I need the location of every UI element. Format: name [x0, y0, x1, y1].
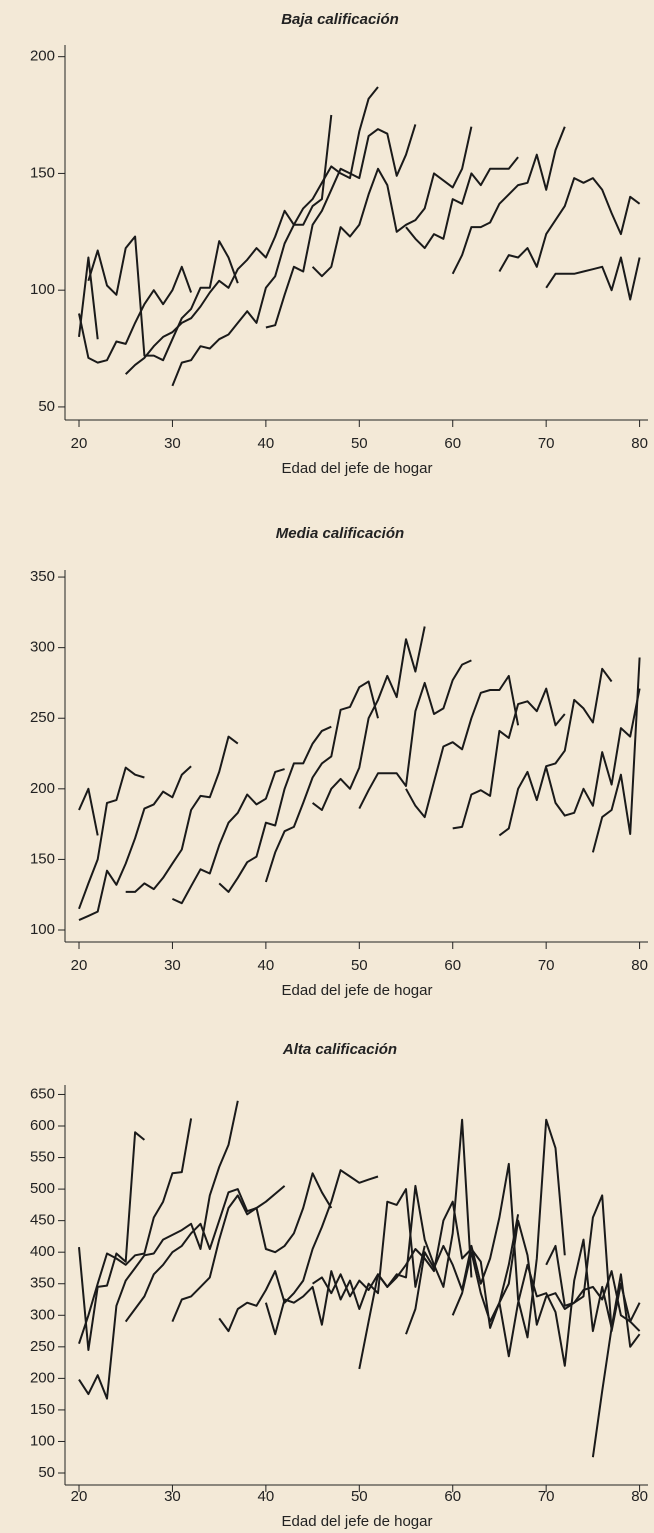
cohort-line: [545, 1244, 641, 1332]
y-tick-label: 200: [30, 48, 55, 65]
x-tick-label: 60: [444, 957, 461, 974]
cohort-line: [78, 765, 192, 922]
cohort-line: [498, 177, 641, 272]
y-tick-label: 150: [30, 850, 55, 867]
y-tick-label: 550: [30, 1149, 55, 1166]
y-tick-label: 450: [30, 1212, 55, 1229]
cohort-line: [171, 768, 285, 905]
y-tick-label: 50: [38, 398, 55, 415]
cohort-line: [171, 1172, 333, 1322]
cohort-line: [545, 256, 641, 301]
cohort-line: [78, 256, 99, 340]
cohort-line: [78, 787, 99, 836]
cohort-line: [498, 1194, 641, 1333]
cohort-line: [358, 659, 472, 810]
y-tick-label: 250: [30, 1338, 55, 1355]
y-tick-label: 300: [30, 639, 55, 656]
x-tick-label: 60: [444, 435, 461, 452]
cohort-line: [405, 1118, 566, 1339]
x-tick-label: 50: [351, 957, 368, 974]
y-tick-label: 150: [30, 1401, 55, 1418]
x-tick-label: 40: [258, 957, 275, 974]
x-tick-label: 30: [164, 957, 181, 974]
x-tick-label: 60: [444, 1488, 461, 1505]
cohort-line: [358, 1200, 520, 1370]
cohort-line: [264, 680, 379, 883]
cohort-line: [218, 725, 332, 893]
y-tick-label: 500: [30, 1180, 55, 1197]
cohort-line: [545, 688, 641, 817]
y-tick-label: 400: [30, 1243, 55, 1260]
cohort-line: [591, 1273, 641, 1458]
y-tick-label: 50: [38, 1464, 55, 1481]
y-tick-label: 350: [30, 1275, 55, 1292]
cohort-line: [311, 126, 473, 278]
y-tick-label: 100: [30, 1432, 55, 1449]
chart-title: Alta calificación: [282, 1041, 397, 1058]
cohort-line: [78, 1131, 146, 1351]
x-tick-label: 50: [351, 435, 368, 452]
cohort-line: [264, 1188, 426, 1336]
x-tick-label: 20: [71, 435, 88, 452]
cohort-line: [78, 766, 145, 910]
x-tick-label: 30: [164, 1488, 181, 1505]
cohort-line: [171, 86, 379, 387]
chart-title: Media calificación: [276, 525, 404, 542]
cohort-line: [124, 1185, 286, 1323]
y-tick-label: 100: [30, 921, 55, 938]
cohort-line: [405, 674, 520, 819]
x-tick-label: 40: [258, 1488, 275, 1505]
x-tick-label: 40: [258, 435, 275, 452]
cohort-line: [78, 1100, 239, 1400]
cohort-line: [124, 114, 333, 375]
cohort-line: [591, 657, 641, 853]
cohort-line: [311, 626, 426, 811]
cohort-line: [452, 687, 566, 830]
y-tick-label: 200: [30, 780, 55, 797]
cohort-line: [78, 265, 193, 364]
y-tick-label: 100: [30, 281, 55, 298]
y-tick-label: 600: [30, 1117, 55, 1134]
chart-title: Baja calificación: [281, 11, 399, 28]
cohort-line: [87, 235, 239, 362]
cohort-line: [125, 735, 239, 893]
x-tick-label: 70: [538, 435, 555, 452]
x-tick-label: 70: [538, 957, 555, 974]
x-tick-label: 30: [164, 435, 181, 452]
x-tick-label: 50: [351, 1488, 368, 1505]
x-tick-label: 80: [631, 1488, 648, 1505]
cohort-line: [451, 126, 566, 275]
x-axis-label: Edad del jefe de hogar: [282, 982, 433, 999]
y-tick-label: 150: [30, 164, 55, 181]
y-tick-label: 300: [30, 1306, 55, 1323]
x-tick-label: 80: [631, 435, 648, 452]
cohort-line: [312, 1118, 473, 1298]
x-tick-label: 20: [71, 957, 88, 974]
x-tick-label: 70: [538, 1488, 555, 1505]
cohort-line: [218, 1169, 379, 1333]
x-tick-label: 20: [71, 1488, 88, 1505]
y-tick-label: 250: [30, 709, 55, 726]
cohort-line: [78, 1118, 193, 1345]
y-tick-label: 650: [30, 1085, 55, 1102]
x-axis-label: Edad del jefe de hogar: [282, 1513, 433, 1530]
x-tick-label: 80: [631, 957, 648, 974]
y-tick-label: 200: [30, 1369, 55, 1386]
x-axis-label: Edad del jefe de hogar: [282, 460, 433, 477]
cohort-line: [498, 667, 613, 837]
cohort-line: [265, 124, 417, 329]
cohort-line: [451, 1238, 613, 1367]
cohort-line: [405, 156, 519, 250]
y-tick-label: 350: [30, 568, 55, 585]
